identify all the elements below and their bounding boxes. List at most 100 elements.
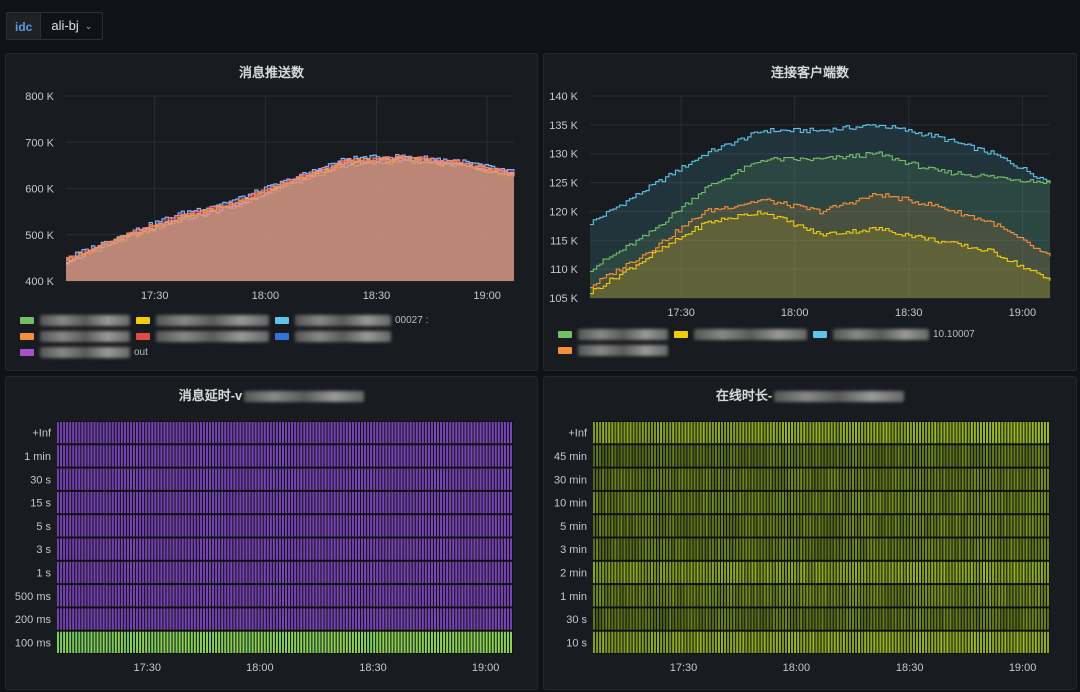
heatmap-cell xyxy=(906,608,909,630)
heatmap-cell xyxy=(894,538,897,560)
heatmap-cell xyxy=(281,631,284,653)
heatmap-cell xyxy=(733,631,736,653)
heatmap-row xyxy=(593,515,1049,537)
legend-swatch[interactable] xyxy=(813,330,827,338)
heatmap-cell xyxy=(760,585,763,607)
heatmap-cell xyxy=(867,585,870,607)
legend-swatch[interactable] xyxy=(558,346,572,354)
heatmap-cell xyxy=(473,608,476,630)
heatmap-cell xyxy=(949,491,952,514)
heatmap-cell xyxy=(1034,561,1037,584)
legend-swatch[interactable] xyxy=(20,348,34,356)
y-tick-label: 110 K xyxy=(550,264,579,276)
panel-message-push[interactable]: 消息推送数 800 K 700 K 600 K 500 K 400 K 17:30 18:0… xyxy=(5,53,538,371)
heatmap-cell xyxy=(318,468,321,490)
heatmap-cell xyxy=(105,608,108,630)
heatmap-row xyxy=(593,491,1049,514)
heatmap-cell xyxy=(751,422,754,444)
heatmap-cell xyxy=(178,561,181,584)
legend-swatch[interactable] xyxy=(20,316,34,324)
legend-swatch[interactable] xyxy=(275,316,289,324)
heatmap-cell xyxy=(928,585,931,607)
heatmap-cell xyxy=(166,631,169,653)
panel-title-text: 消息延时-v xyxy=(178,388,243,403)
heatmap-cell xyxy=(126,608,129,630)
heatmap-cell xyxy=(867,491,870,514)
legend-swatch[interactable] xyxy=(275,332,289,340)
heatmap-cell xyxy=(452,561,455,584)
heatmap-cell xyxy=(687,561,690,584)
panel-connected-clients[interactable]: 连接客户端数 140 K 135 K 130 K 125 K 120 K 115 K 110… xyxy=(543,53,1077,371)
heatmap-cell xyxy=(717,631,720,653)
heatmap-cell xyxy=(772,445,775,467)
legend-swatch[interactable] xyxy=(558,330,572,338)
heatmap-cell xyxy=(443,491,446,514)
heatmap-cell xyxy=(763,422,766,444)
heatmap-cell xyxy=(724,515,727,537)
heatmap-cell xyxy=(181,445,184,467)
heatmap-cell xyxy=(647,445,650,467)
heatmap-cell xyxy=(193,538,196,560)
idc-variable-select[interactable]: ali-bj ⌄ xyxy=(41,12,104,40)
heatmap-cell xyxy=(848,561,851,584)
heatmap-cell xyxy=(370,608,373,630)
heatmap-cell xyxy=(599,468,602,490)
heatmap-cell xyxy=(653,445,656,467)
heatmap-cell xyxy=(699,608,702,630)
heatmap-cell xyxy=(1043,538,1046,560)
heatmap-cell xyxy=(748,608,751,630)
heatmap-cell xyxy=(485,631,488,653)
heatmap-cell xyxy=(178,468,181,490)
heatmap-cell xyxy=(702,631,705,653)
heatmap-cell xyxy=(925,445,928,467)
heatmap-cell xyxy=(672,561,675,584)
heatmap-cell xyxy=(620,445,623,467)
series-line xyxy=(590,193,1051,289)
heatmap-cell xyxy=(653,608,656,630)
heatmap-cell xyxy=(946,561,949,584)
heatmap-cell xyxy=(430,491,433,514)
heatmap-cell xyxy=(464,491,467,514)
heatmap-cell xyxy=(660,491,663,514)
heatmap-cell xyxy=(394,561,397,584)
legend-swatch[interactable] xyxy=(20,332,34,340)
heatmap-cell xyxy=(172,491,175,514)
heatmap-cell xyxy=(982,445,986,467)
legend-swatch[interactable] xyxy=(674,330,688,338)
heatmap-cell xyxy=(626,538,629,560)
panel-online-duration[interactable]: 在线时长- +Inf 45 min 30 min 10 min 5 min 3 min 2 … xyxy=(543,376,1077,690)
heatmap-cell xyxy=(763,491,766,514)
heatmap-cell xyxy=(958,608,961,630)
heatmap-cell xyxy=(730,468,733,490)
heatmap-cell xyxy=(275,608,278,630)
legend-swatch[interactable] xyxy=(136,332,150,340)
heatmap-cell xyxy=(430,468,433,490)
heatmap-cell xyxy=(266,422,269,444)
heatmap-cell xyxy=(351,538,354,560)
heatmap-cell xyxy=(720,561,724,584)
heatmap-cell xyxy=(812,631,815,653)
heatmap-cell xyxy=(778,631,781,653)
redacted-text xyxy=(40,330,130,342)
heatmap-cell xyxy=(599,445,602,467)
heatmap-cell xyxy=(611,468,614,490)
heatmap-cell xyxy=(809,585,812,607)
heatmap-cell xyxy=(479,445,482,467)
heatmap-cell xyxy=(791,422,794,444)
heatmap-cell xyxy=(629,491,632,514)
heatmap-cell xyxy=(157,561,160,584)
heatmap-cell xyxy=(650,445,653,467)
heatmap-cell xyxy=(632,631,635,653)
legend-swatch[interactable] xyxy=(136,316,150,324)
heatmap-cell xyxy=(336,445,339,467)
heatmap-cell xyxy=(145,561,148,584)
heatmap-cell xyxy=(800,585,803,607)
heatmap-cell xyxy=(979,468,982,490)
heatmap-cell xyxy=(394,585,397,607)
heatmap-cell xyxy=(479,608,482,630)
